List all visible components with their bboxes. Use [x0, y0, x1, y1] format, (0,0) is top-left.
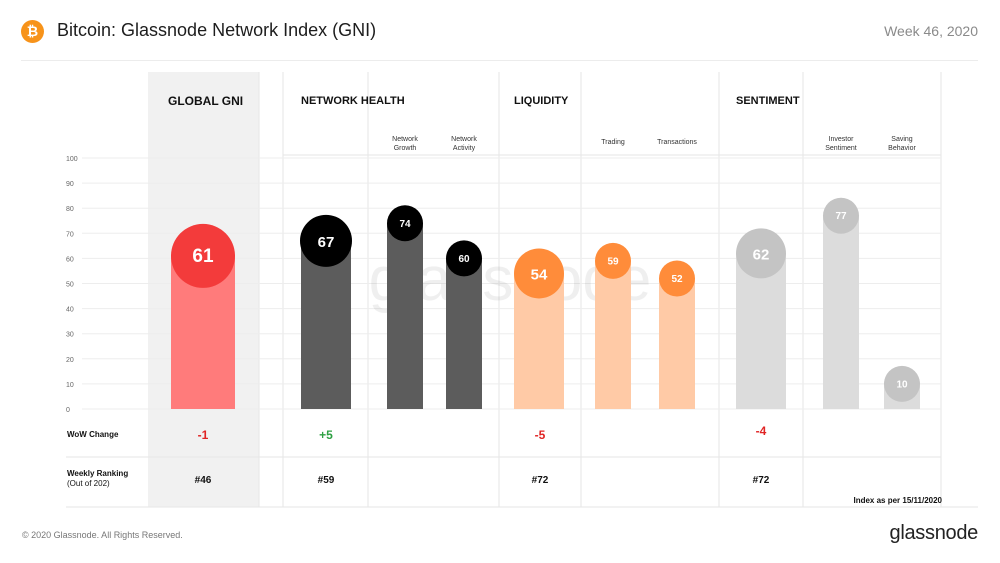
page-title: Bitcoin: Glassnode Network Index (GNI) — [57, 20, 377, 40]
sub-bar-label: Activity — [453, 145, 476, 152]
value-label: 62 — [753, 246, 770, 263]
value-circle — [823, 197, 859, 234]
bar-sentiment-sub — [823, 215, 859, 409]
footer-brand-logo: glassnode — [889, 522, 979, 544]
value-label: 52 — [671, 274, 683, 285]
index-date-note: Index as per 15/11/2020 — [853, 496, 942, 505]
y-tick-label: 90 — [66, 181, 74, 188]
sub-bar-label: Growth — [394, 145, 417, 152]
value-circle — [884, 365, 920, 402]
value-circle — [514, 248, 564, 299]
y-tick-label: 70 — [66, 231, 74, 238]
bitcoin-logo-icon: ₿ — [21, 20, 44, 43]
ranking-global: #46 — [195, 475, 212, 486]
value-circle — [659, 260, 695, 297]
value-label: 59 — [607, 256, 619, 267]
section-title-liquidity: LIQUIDITY — [514, 95, 569, 107]
bar-liquidity-sub — [595, 260, 631, 409]
wow-change-sentiment: -4 — [756, 424, 767, 438]
y-tick-label: 60 — [66, 256, 74, 263]
value-label: 60 — [458, 254, 470, 265]
value-label: 54 — [531, 266, 548, 283]
sub-bar-label: Saving — [891, 136, 913, 143]
value-circle — [446, 240, 482, 277]
week-label: Week 46, 2020 — [884, 23, 978, 39]
y-tick-label: 0 — [66, 407, 70, 414]
value-label: 61 — [192, 246, 214, 267]
section-title-sentiment: SENTIMENT — [736, 95, 800, 107]
y-tick-label: 40 — [66, 307, 74, 314]
wow-row-label: WoW Change — [67, 430, 119, 439]
value-label: 74 — [399, 219, 411, 230]
bar-health-main — [301, 240, 351, 409]
footer-copyright: © 2020 Glassnode. All Rights Reserved. — [22, 530, 183, 540]
bar-health-sub — [446, 258, 482, 409]
ranking-row-label: Weekly Ranking — [67, 469, 128, 478]
sub-bar-label: Investor — [829, 136, 855, 143]
wow-change-health: +5 — [319, 428, 333, 442]
y-tick-label: 20 — [66, 357, 74, 364]
sub-bar-label: Network — [392, 136, 418, 143]
value-circle — [171, 223, 235, 288]
sub-bar-label: Sentiment — [825, 145, 857, 152]
header-divider — [21, 60, 978, 61]
sub-bar-label: Network — [451, 136, 477, 143]
y-tick-label: 100 — [66, 156, 78, 163]
value-label: 77 — [835, 211, 847, 222]
sub-bar-label: Trading — [601, 139, 625, 146]
value-label: 67 — [318, 234, 335, 251]
y-tick-label: 30 — [66, 332, 74, 339]
section-title-health: NETWORK HEALTH — [301, 95, 405, 107]
y-tick-label: 10 — [66, 382, 74, 389]
ranking-health: #59 — [318, 475, 335, 486]
sub-bar-label: Behavior — [888, 145, 916, 152]
y-tick-label: 80 — [66, 206, 74, 213]
value-circle — [387, 205, 423, 242]
ranking-liquidity: #72 — [532, 475, 549, 486]
value-circle — [300, 214, 352, 267]
y-tick-label: 50 — [66, 282, 74, 289]
header: ₿ Bitcoin: Glassnode Network Index (GNI)… — [0, 0, 1000, 60]
sub-bar-label: Transactions — [657, 139, 697, 146]
section-title-global: GLOBAL GNI — [168, 94, 243, 108]
wow-change-global: -1 — [198, 428, 209, 442]
value-circle — [595, 242, 631, 279]
ranking-sentiment: #72 — [753, 475, 770, 486]
bar-sentiment-main — [736, 253, 786, 409]
bar-liquidity-sub — [659, 278, 695, 409]
bar-health-sub — [387, 223, 423, 409]
value-label: 10 — [896, 379, 908, 390]
value-circle — [736, 228, 786, 279]
wow-change-liquidity: -5 — [535, 428, 546, 442]
ranking-row-sublabel: (Out of 202) — [67, 479, 110, 488]
